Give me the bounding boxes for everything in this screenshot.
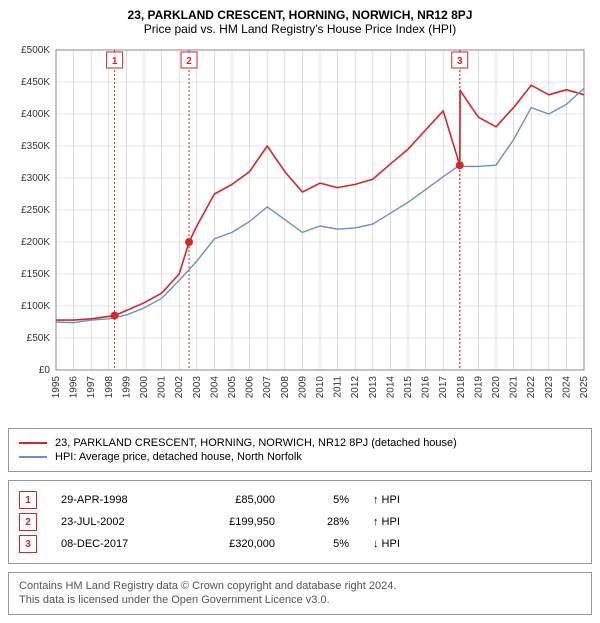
svg-text:£250K: £250K — [21, 205, 50, 216]
svg-text:2024: 2024 — [561, 376, 572, 399]
svg-text:1997: 1997 — [86, 376, 97, 399]
transaction-row: 1 29-APR-1998 £85,000 5% ↑ HPI — [19, 491, 581, 509]
attribution-line-1: Contains HM Land Registry data © Crown c… — [19, 579, 581, 593]
legend-row: 23, PARKLAND CRESCENT, HORNING, NORWICH,… — [19, 437, 581, 449]
svg-text:£450K: £450K — [21, 77, 50, 88]
svg-text:2019: 2019 — [473, 376, 484, 399]
transaction-pct: 28% — [299, 516, 349, 528]
svg-text:2: 2 — [186, 56, 192, 67]
price-chart: £0 £50K £100K £150K £200K £250K £300K £350K £400… — [8, 40, 592, 420]
svg-text:£100K: £100K — [21, 301, 50, 312]
svg-text:2002: 2002 — [174, 376, 185, 399]
svg-text:1996: 1996 — [69, 376, 80, 399]
transaction-marker-badge: 1 — [19, 491, 37, 509]
svg-text:2008: 2008 — [280, 376, 291, 399]
svg-text:2022: 2022 — [526, 376, 537, 399]
svg-text:2020: 2020 — [491, 376, 502, 399]
svg-text:1: 1 — [112, 56, 118, 67]
svg-text:£300K: £300K — [21, 173, 50, 184]
svg-text:£150K: £150K — [21, 269, 50, 280]
svg-text:2016: 2016 — [421, 376, 432, 399]
transaction-date: 08-DEC-2017 — [61, 538, 171, 550]
svg-text:2013: 2013 — [368, 376, 379, 399]
transaction-direction: ↑ HPI — [373, 516, 433, 528]
chart-svg: £0 £50K £100K £150K £200K £250K £300K £350K £400… — [8, 40, 592, 420]
svg-text:2011: 2011 — [333, 376, 344, 398]
svg-text:2001: 2001 — [157, 376, 168, 399]
svg-text:1999: 1999 — [121, 376, 132, 399]
attribution-line-2: This data is licensed under the Open Gov… — [19, 593, 581, 607]
transaction-row: 2 23-JUL-2002 £199,950 28% ↑ HPI — [19, 513, 581, 531]
svg-text:2000: 2000 — [139, 376, 150, 399]
svg-text:2017: 2017 — [438, 376, 449, 399]
svg-text:2025: 2025 — [579, 376, 590, 399]
legend-row: HPI: Average price, detached house, Nort… — [19, 451, 581, 463]
transaction-date: 29-APR-1998 — [61, 494, 171, 506]
svg-text:2005: 2005 — [227, 376, 238, 399]
chart-title-1: 23, PARKLAND CRESCENT, HORNING, NORWICH,… — [8, 8, 592, 22]
svg-text:£350K: £350K — [21, 141, 50, 152]
transaction-direction: ↓ HPI — [373, 538, 433, 550]
legend-swatch — [19, 456, 47, 458]
svg-text:1995: 1995 — [51, 376, 62, 399]
svg-text:£50K: £50K — [27, 333, 51, 344]
legend: 23, PARKLAND CRESCENT, HORNING, NORWICH,… — [8, 428, 592, 472]
legend-label: HPI: Average price, detached house, Nort… — [55, 451, 302, 463]
svg-text:2018: 2018 — [456, 376, 467, 399]
transaction-marker-badge: 2 — [19, 513, 37, 531]
svg-text:2023: 2023 — [544, 376, 555, 399]
svg-text:2004: 2004 — [209, 376, 220, 399]
svg-text:2007: 2007 — [262, 376, 273, 399]
svg-text:£0: £0 — [39, 365, 51, 376]
svg-text:£200K: £200K — [21, 237, 50, 248]
chart-title-2: Price paid vs. HM Land Registry's House … — [8, 22, 592, 36]
svg-text:2014: 2014 — [385, 376, 396, 399]
transaction-pct: 5% — [299, 494, 349, 506]
transaction-price: £199,950 — [195, 516, 275, 528]
transaction-marker-badge: 3 — [19, 535, 37, 553]
svg-text:2012: 2012 — [350, 376, 361, 399]
svg-text:2015: 2015 — [403, 376, 414, 399]
svg-text:2006: 2006 — [245, 376, 256, 399]
legend-label: 23, PARKLAND CRESCENT, HORNING, NORWICH,… — [55, 437, 457, 449]
transaction-date: 23-JUL-2002 — [61, 516, 171, 528]
svg-text:2003: 2003 — [192, 376, 203, 399]
svg-text:£400K: £400K — [21, 109, 50, 120]
transactions: 1 29-APR-1998 £85,000 5% ↑ HPI 2 23-JUL-2002 £1… — [8, 480, 592, 564]
transaction-price: £85,000 — [195, 494, 275, 506]
svg-text:2010: 2010 — [315, 376, 326, 399]
transaction-price: £320,000 — [195, 538, 275, 550]
transaction-direction: ↑ HPI — [373, 494, 433, 506]
transaction-row: 3 08-DEC-2017 £320,000 5% ↓ HPI — [19, 535, 581, 553]
legend-swatch — [19, 442, 47, 444]
svg-text:£500K: £500K — [21, 45, 50, 56]
attribution: Contains HM Land Registry data © Crown c… — [8, 572, 592, 615]
svg-text:2021: 2021 — [509, 376, 520, 399]
svg-text:2009: 2009 — [297, 376, 308, 399]
svg-text:1998: 1998 — [104, 376, 115, 399]
transaction-pct: 5% — [299, 538, 349, 550]
svg-text:3: 3 — [457, 56, 463, 67]
